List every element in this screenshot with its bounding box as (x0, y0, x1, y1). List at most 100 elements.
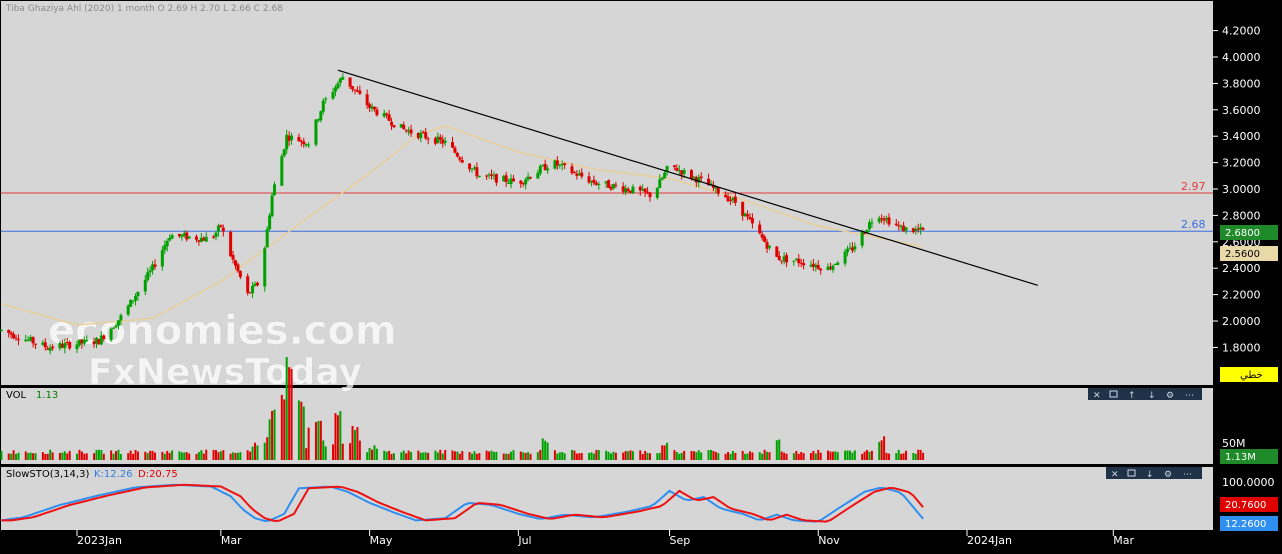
candle-body (375, 109, 379, 116)
volume-bar (680, 452, 683, 460)
candle-body (782, 256, 786, 262)
x-tick-label: Jul (517, 534, 531, 547)
volume-bar (219, 451, 222, 460)
volume-bar (522, 452, 525, 460)
close-icon[interactable]: ✕ (1093, 391, 1101, 401)
stoch-d-label: D:20.75 (138, 469, 178, 480)
volume-bar (178, 451, 181, 460)
candle-body (816, 264, 820, 269)
candle-body (472, 167, 476, 169)
volume-bar (666, 442, 669, 460)
volume-bar (205, 449, 208, 460)
candle-body (419, 132, 423, 139)
volume-bar (900, 453, 903, 460)
volume-bar (44, 453, 47, 460)
candle-body (177, 234, 181, 237)
settings-icon[interactable]: ⚙ (1166, 391, 1174, 401)
stochastic-panel[interactable] (1, 467, 1213, 530)
candle-body (760, 234, 764, 238)
volume-bar (729, 453, 732, 460)
volume-bar (868, 451, 871, 460)
arrow-down-icon[interactable]: ↓ (1148, 391, 1156, 401)
candle-body (95, 338, 99, 344)
candle-body (268, 215, 272, 230)
volume-bar (863, 451, 866, 460)
candle-body (577, 173, 581, 176)
volume-bar (792, 453, 795, 460)
more-icon[interactable]: ⋯ (1183, 470, 1192, 480)
candle-body (819, 268, 823, 271)
support-label: 2.68 (1181, 218, 1206, 231)
price-tick-label: 1.8000 (1222, 341, 1261, 354)
candle-body (658, 179, 662, 189)
candle-body (216, 225, 220, 232)
last-price-label: 2.6800 (1225, 228, 1260, 239)
candle-body (314, 119, 318, 145)
candle-body (870, 222, 874, 224)
volume-bar (288, 367, 291, 460)
volume-bar (271, 410, 274, 460)
candle-body (341, 77, 345, 80)
volume-bar (100, 450, 103, 460)
volume-bar (136, 451, 139, 460)
candle-body (560, 163, 564, 166)
candle-body (399, 124, 403, 128)
volume-bar (163, 453, 166, 460)
volume-bar (717, 453, 720, 460)
candle-body (799, 262, 803, 264)
volume-bar (149, 450, 152, 460)
candle-body (626, 188, 630, 192)
volume-bar (690, 451, 693, 460)
volume-bar (478, 453, 481, 460)
x-tick-label: 2023Jan (77, 534, 122, 547)
linear-scale-toggle[interactable] (1220, 367, 1278, 382)
candle-body (263, 248, 267, 287)
more-icon[interactable]: ⋯ (1185, 391, 1194, 401)
candle-body (0, 329, 3, 331)
volume-title: VOL (6, 390, 27, 401)
candle-body (60, 343, 64, 348)
candle-body (536, 172, 540, 179)
volume-bar (368, 447, 371, 460)
volume-bar (683, 450, 686, 460)
close-icon[interactable]: ✕ (1111, 470, 1119, 480)
maximize-icon[interactable] (1127, 469, 1136, 477)
candle-body (219, 224, 223, 227)
candle-body (863, 233, 867, 235)
candle-body (148, 270, 152, 273)
volume-bar (185, 452, 188, 460)
volume-bar (553, 450, 556, 460)
maximize-icon[interactable] (1109, 390, 1118, 398)
candle-body (631, 186, 635, 194)
candle-body (221, 227, 225, 232)
candle-body (421, 131, 425, 133)
price-tick-label: 3.8000 (1222, 77, 1261, 90)
volume-bar (144, 451, 147, 460)
arrow-down-icon[interactable]: ↓ (1146, 470, 1154, 480)
volume-bar (741, 450, 744, 460)
volume-bar (375, 448, 378, 460)
volume-bar (441, 453, 444, 460)
volume-bar (817, 449, 820, 460)
volume-bar (870, 450, 873, 460)
stoch-d-last: 20.7600 (1225, 500, 1266, 511)
candle-body (758, 224, 762, 234)
candle-body (765, 242, 769, 249)
candle-body (860, 232, 864, 246)
volume-bar (597, 449, 600, 460)
volume-bar (402, 450, 405, 460)
volume-bar (188, 453, 191, 460)
volume-bar (214, 449, 217, 460)
price-tick-label: 3.4000 (1222, 130, 1261, 143)
volume-bar (734, 452, 737, 460)
candle-body (570, 166, 574, 174)
arrow-up-icon[interactable]: ↑ (1128, 391, 1136, 401)
volume-bar (612, 451, 615, 460)
settings-icon[interactable]: ⚙ (1164, 470, 1172, 480)
volume-bar (905, 450, 908, 460)
candle-body (538, 166, 542, 174)
candle-body (546, 168, 550, 171)
volume-bar (180, 452, 183, 460)
volume-bar (332, 444, 335, 460)
